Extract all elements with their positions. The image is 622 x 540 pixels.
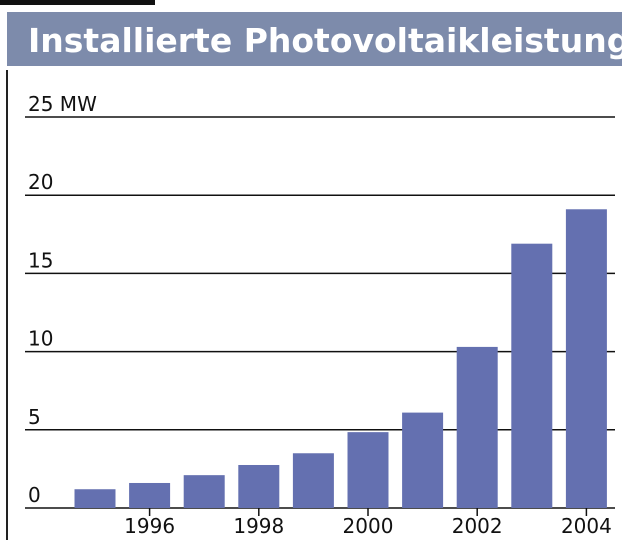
chart-title: Installierte Photovoltaikleistung [28, 21, 622, 60]
bar [238, 464, 280, 508]
title-bar [7, 12, 622, 66]
y-tick-label: 25 MW [28, 92, 97, 116]
x-tick-label: 1996 [124, 514, 175, 538]
x-tick-label: 2002 [452, 514, 503, 538]
x-tick-label: 2000 [343, 514, 394, 538]
x-tick-label: 1998 [233, 514, 284, 538]
bar [347, 432, 389, 508]
top-rule [0, 0, 155, 5]
y-tick-label: 5 [28, 405, 41, 429]
bar [402, 412, 444, 508]
bar [74, 489, 116, 508]
y-tick-label: 0 [28, 483, 41, 507]
y-tick-label: 20 [28, 170, 53, 194]
y-tick-label: 15 [28, 248, 53, 272]
bar [565, 209, 607, 508]
bar [129, 482, 171, 508]
bar [183, 475, 225, 508]
y-tick-label: 10 [28, 327, 53, 351]
bar [456, 346, 498, 508]
bar [292, 453, 334, 508]
x-tick-label: 2004 [561, 514, 612, 538]
bar [511, 243, 553, 508]
